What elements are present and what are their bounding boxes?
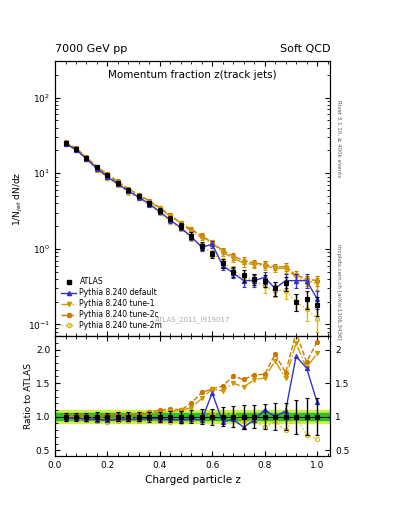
Text: Rivet 3.1.10, ≥ 400k events: Rivet 3.1.10, ≥ 400k events: [336, 100, 341, 177]
Text: Momentum fraction z(track jets): Momentum fraction z(track jets): [108, 70, 277, 80]
Y-axis label: Ratio to ATLAS: Ratio to ATLAS: [24, 363, 33, 429]
Legend: ATLAS, Pythia 8.240 default, Pythia 8.240 tune-1, Pythia 8.240 tune-2c, Pythia 8: ATLAS, Pythia 8.240 default, Pythia 8.24…: [59, 275, 165, 332]
Text: mcplots.cern.ch [arXiv:1306.3436]: mcplots.cern.ch [arXiv:1306.3436]: [336, 244, 341, 339]
Text: ATLAS_2011_I919017: ATLAS_2011_I919017: [155, 316, 230, 323]
X-axis label: Charged particle z: Charged particle z: [145, 475, 241, 485]
Text: 7000 GeV pp: 7000 GeV pp: [55, 44, 127, 54]
Y-axis label: 1/N$_{jet}$ dN/dz: 1/N$_{jet}$ dN/dz: [12, 172, 25, 226]
Text: Soft QCD: Soft QCD: [280, 44, 330, 54]
